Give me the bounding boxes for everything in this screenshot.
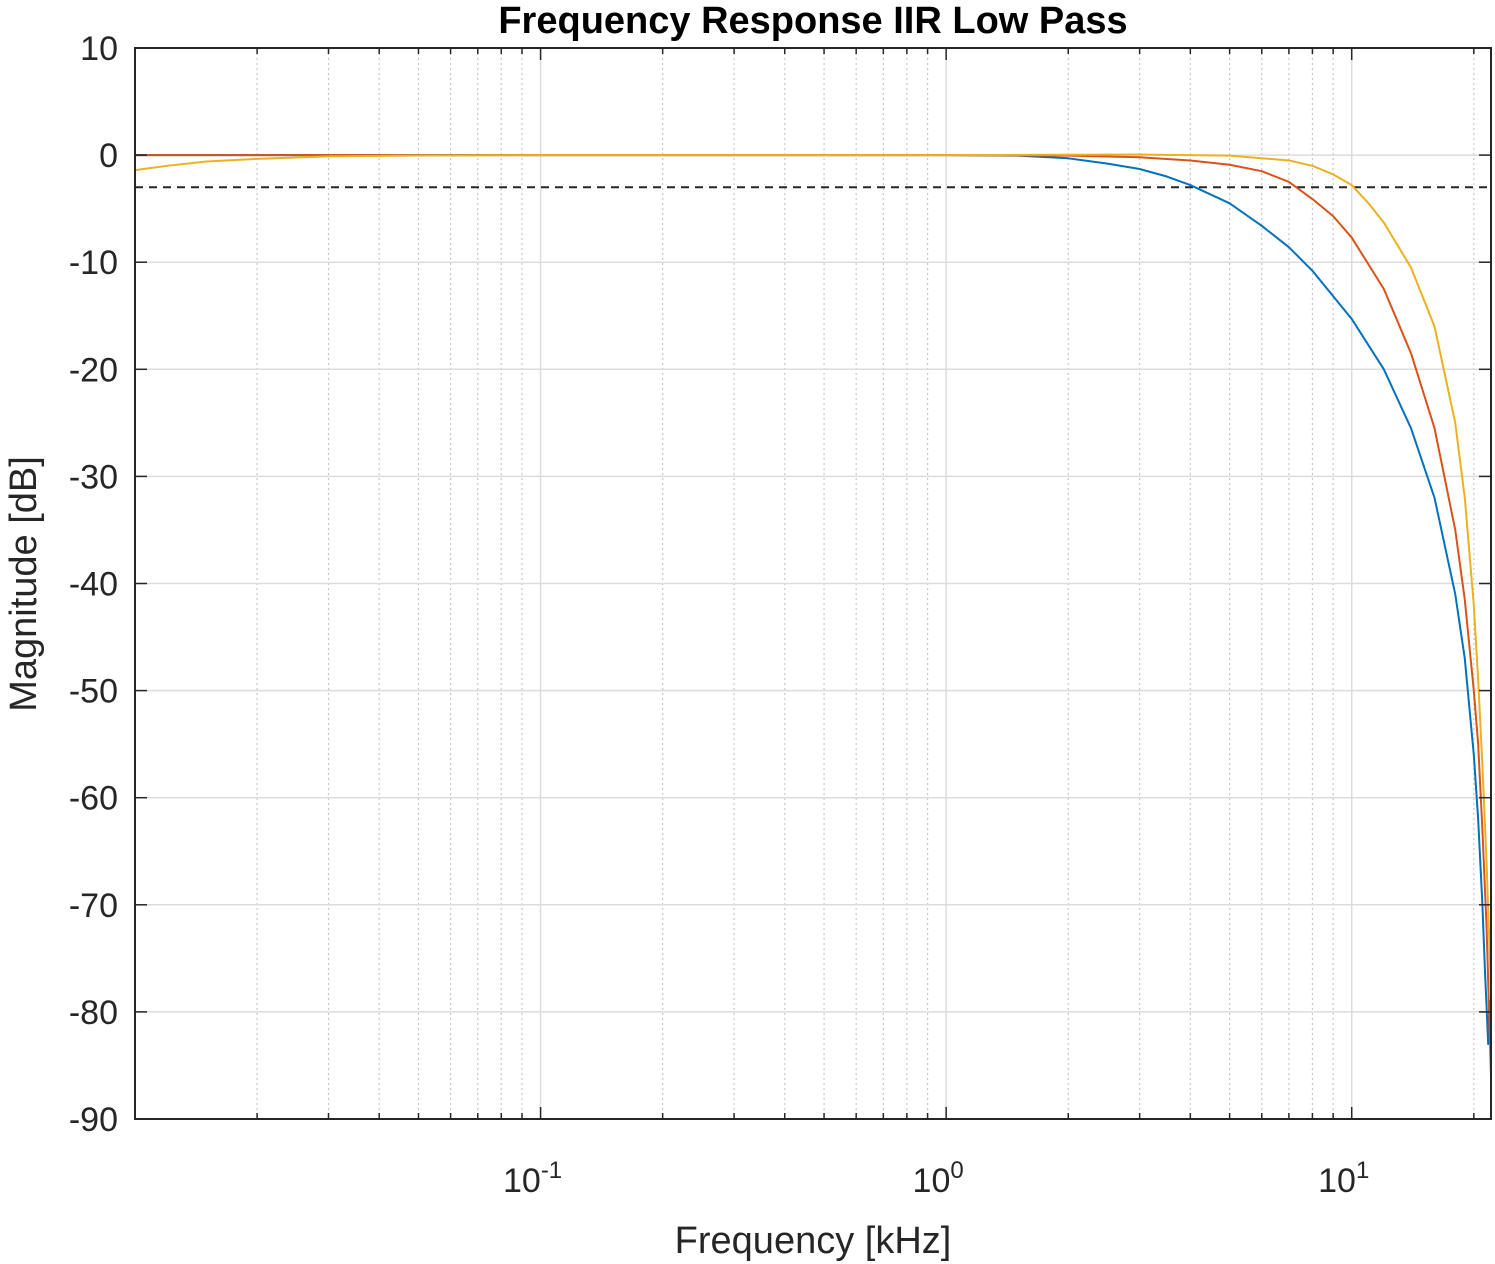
y-tick-label: -30 [69, 458, 118, 496]
x-tick-label-exponent: 1 [1356, 1157, 1369, 1184]
x-tick-label-exponent: -1 [541, 1157, 562, 1184]
x-tick-label-base: 10 [1318, 1162, 1356, 1200]
y-tick-label: -40 [69, 566, 118, 604]
y-tick-label: -80 [69, 994, 118, 1032]
x-tick-label-exponent: 0 [950, 1157, 963, 1184]
x-tick-label: 10-1 [503, 1157, 562, 1200]
series-line-1 [135, 154, 1492, 1046]
y-axis-title: Magnitude [dB] [3, 456, 45, 712]
x-tick-label: 101 [1318, 1157, 1369, 1200]
x-tick-label-base: 10 [913, 1162, 951, 1200]
series-layer [134, 153, 1492, 1077]
x-tick-label: 100 [913, 1157, 964, 1200]
y-tick-label: -50 [69, 673, 118, 711]
y-tick-label: -60 [69, 780, 118, 818]
x-axis-title: Frequency [kHz] [675, 1220, 952, 1262]
chart-title: Frequency Response IIR Low Pass [498, 0, 1127, 42]
series-line-2 [135, 154, 1492, 1077]
y-tick-label: -10 [69, 244, 118, 282]
y-tick-label: -70 [69, 887, 118, 925]
y-tick-label: -20 [69, 351, 118, 389]
y-tick-label: -90 [69, 1101, 118, 1139]
y-tick-label: 0 [99, 137, 118, 175]
x-tick-label-base: 10 [503, 1162, 541, 1200]
series-line-3 [134, 153, 1492, 991]
y-tick-label: 10 [80, 30, 118, 68]
